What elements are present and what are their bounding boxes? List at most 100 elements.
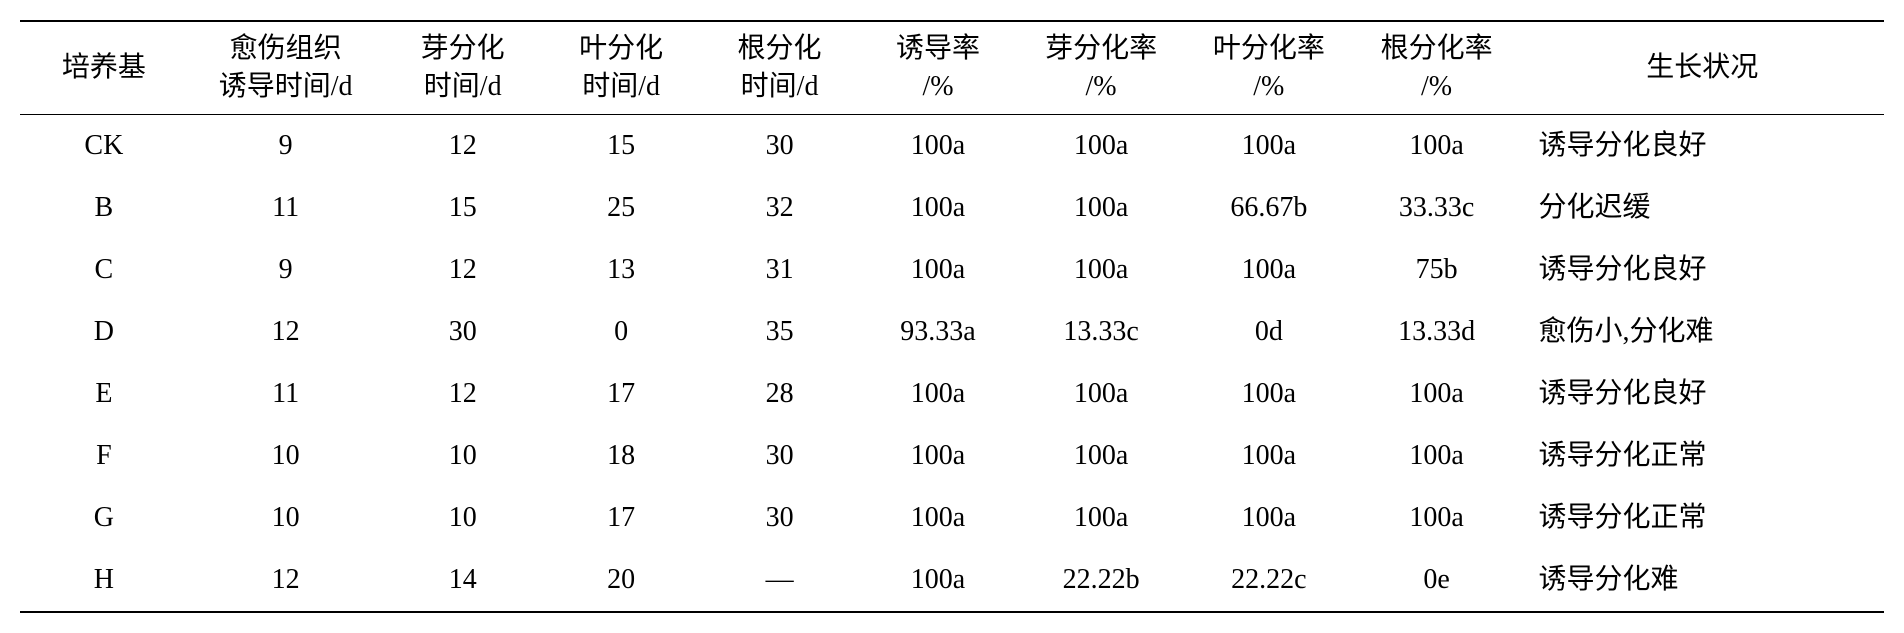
col-header-induction-rate: 诱导率 /% xyxy=(859,21,1017,114)
table-cell: 12 xyxy=(188,549,384,612)
col-header-leaf-time: 叶分化 时间/d xyxy=(542,21,700,114)
col-header-root-time: 根分化 时间/d xyxy=(700,21,858,114)
table-cell: 75b xyxy=(1353,239,1521,301)
table-cell: 14 xyxy=(383,549,541,612)
table-cell: G xyxy=(20,487,188,549)
col-header-bud-time: 芽分化 时间/d xyxy=(383,21,541,114)
col-header-line1: 根分化率 xyxy=(1359,30,1515,68)
col-header-line1: 生长状况 xyxy=(1526,49,1878,87)
table-cell: E xyxy=(20,363,188,425)
table-cell: 分化迟缓 xyxy=(1520,177,1884,239)
table-cell: 100a xyxy=(1185,239,1353,301)
table-cell: F xyxy=(20,425,188,487)
col-header-line1: 叶分化率 xyxy=(1191,30,1347,68)
table-cell: 诱导分化良好 xyxy=(1520,114,1884,177)
table-cell: 11 xyxy=(188,363,384,425)
col-header-line2: /% xyxy=(1023,68,1179,106)
table-cell: 0d xyxy=(1185,301,1353,363)
col-header-leaf-rate: 叶分化率 /% xyxy=(1185,21,1353,114)
table-cell: 13.33c xyxy=(1017,301,1185,363)
table-cell: — xyxy=(700,549,858,612)
table-cell: 100a xyxy=(859,487,1017,549)
table-cell: 15 xyxy=(542,114,700,177)
table-cell: 30 xyxy=(700,487,858,549)
col-header-callus-time: 愈伤组织 诱导时间/d xyxy=(188,21,384,114)
table-body: CK9121530100a100a100a100a诱导分化良好B11152532… xyxy=(20,114,1884,612)
table-cell: 100a xyxy=(1353,425,1521,487)
table-cell: 0 xyxy=(542,301,700,363)
col-header-line1: 芽分化率 xyxy=(1023,30,1179,68)
table-row: B11152532100a100a66.67b33.33c分化迟缓 xyxy=(20,177,1884,239)
col-header-line1: 芽分化 xyxy=(389,30,535,68)
col-header-growth-status: 生长状况 xyxy=(1520,21,1884,114)
table-cell: 13.33d xyxy=(1353,301,1521,363)
table-cell: 100a xyxy=(1353,487,1521,549)
col-header-line2: /% xyxy=(1359,68,1515,106)
table-cell: 100a xyxy=(859,114,1017,177)
table-cell: 30 xyxy=(700,114,858,177)
table-cell: 0e xyxy=(1353,549,1521,612)
table-row: E11121728100a100a100a100a诱导分化良好 xyxy=(20,363,1884,425)
table-cell: 诱导分化难 xyxy=(1520,549,1884,612)
table-cell: 9 xyxy=(188,239,384,301)
table-cell: 10 xyxy=(383,425,541,487)
table-cell: 100a xyxy=(1353,363,1521,425)
table-cell: 35 xyxy=(700,301,858,363)
table-cell: 100a xyxy=(1017,239,1185,301)
table-cell: 100a xyxy=(859,239,1017,301)
table-row: C9121331100a100a100a75b诱导分化良好 xyxy=(20,239,1884,301)
table-cell: 愈伤小,分化难 xyxy=(1520,301,1884,363)
table-cell: 12 xyxy=(383,239,541,301)
table-header: 培养基 愈伤组织 诱导时间/d 芽分化 时间/d 叶分化 时间/d 根分化 时间… xyxy=(20,21,1884,114)
table-cell: 100a xyxy=(859,177,1017,239)
col-header-line2: /% xyxy=(865,68,1011,106)
table-cell: 12 xyxy=(383,114,541,177)
table-cell: 100a xyxy=(1017,487,1185,549)
table-cell: 100a xyxy=(1017,425,1185,487)
table-cell: 17 xyxy=(542,363,700,425)
table-cell: 诱导分化良好 xyxy=(1520,239,1884,301)
table-cell: 12 xyxy=(383,363,541,425)
data-table: 培养基 愈伤组织 诱导时间/d 芽分化 时间/d 叶分化 时间/d 根分化 时间… xyxy=(20,20,1884,613)
table-cell: 100a xyxy=(859,549,1017,612)
col-header-line1: 培养基 xyxy=(26,49,182,87)
table-cell: 100a xyxy=(1017,177,1185,239)
table-cell: 66.67b xyxy=(1185,177,1353,239)
table-cell: 22.22b xyxy=(1017,549,1185,612)
table-cell: H xyxy=(20,549,188,612)
table-row: D123003593.33a13.33c0d13.33d愈伤小,分化难 xyxy=(20,301,1884,363)
table-cell: 100a xyxy=(859,425,1017,487)
table-cell: 31 xyxy=(700,239,858,301)
table-cell: 100a xyxy=(859,363,1017,425)
table-cell: CK xyxy=(20,114,188,177)
table-cell: 11 xyxy=(188,177,384,239)
col-header-line1: 根分化 xyxy=(706,30,852,68)
table-cell: 25 xyxy=(542,177,700,239)
table-cell: 17 xyxy=(542,487,700,549)
table-cell: 9 xyxy=(188,114,384,177)
col-header-bud-rate: 芽分化率 /% xyxy=(1017,21,1185,114)
table-cell: 33.33c xyxy=(1353,177,1521,239)
col-header-line2: 时间/d xyxy=(389,68,535,106)
table-cell: 20 xyxy=(542,549,700,612)
table-cell: 22.22c xyxy=(1185,549,1353,612)
col-header-line2: /% xyxy=(1191,68,1347,106)
table-cell: C xyxy=(20,239,188,301)
table-cell: 10 xyxy=(383,487,541,549)
data-table-wrapper: 培养基 愈伤组织 诱导时间/d 芽分化 时间/d 叶分化 时间/d 根分化 时间… xyxy=(20,20,1884,613)
table-cell: 13 xyxy=(542,239,700,301)
table-cell: 诱导分化正常 xyxy=(1520,487,1884,549)
table-cell: 10 xyxy=(188,487,384,549)
table-cell: 100a xyxy=(1017,363,1185,425)
table-cell: 32 xyxy=(700,177,858,239)
table-row: CK9121530100a100a100a100a诱导分化良好 xyxy=(20,114,1884,177)
table-row: G10101730100a100a100a100a诱导分化正常 xyxy=(20,487,1884,549)
table-cell: 100a xyxy=(1185,425,1353,487)
table-cell: D xyxy=(20,301,188,363)
table-cell: 100a xyxy=(1185,487,1353,549)
table-header-row: 培养基 愈伤组织 诱导时间/d 芽分化 时间/d 叶分化 时间/d 根分化 时间… xyxy=(20,21,1884,114)
col-header-medium: 培养基 xyxy=(20,21,188,114)
table-row: H121420—100a22.22b22.22c0e诱导分化难 xyxy=(20,549,1884,612)
col-header-line2: 诱导时间/d xyxy=(194,68,378,106)
col-header-root-rate: 根分化率 /% xyxy=(1353,21,1521,114)
